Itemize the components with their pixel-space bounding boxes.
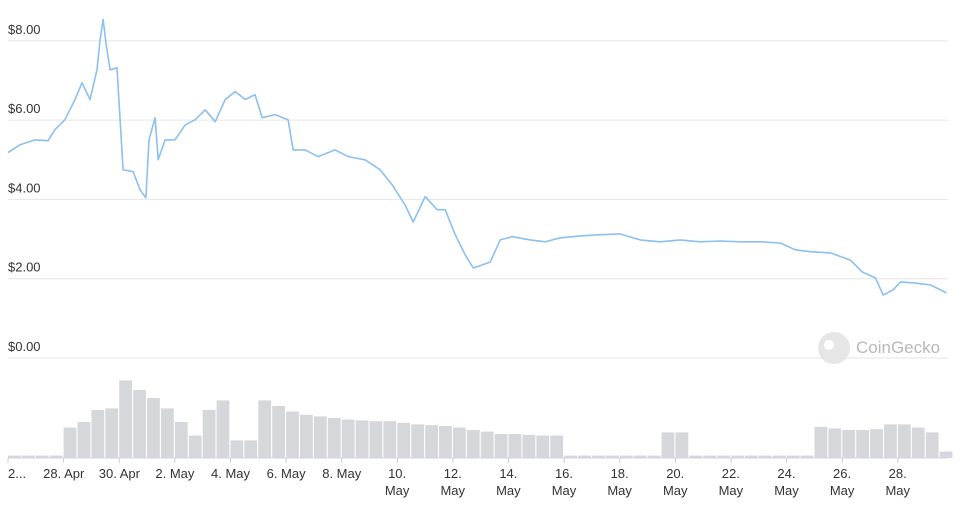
volume-bar: [675, 432, 689, 458]
volume-bar: [313, 416, 327, 458]
volume-bar: [91, 410, 105, 458]
volume-bar: [133, 390, 146, 458]
volume-bar: [842, 430, 856, 458]
volume-bar: [592, 455, 605, 458]
volume-bar: [63, 427, 77, 458]
volume-bar: [717, 455, 730, 458]
y-tick-label: $8.00: [8, 22, 41, 37]
x-tick-label: 6. May: [266, 466, 306, 481]
volume-bar: [77, 422, 91, 458]
x-tick-label: 10. May: [384, 466, 410, 498]
x-tick-label: 30. Apr: [98, 466, 140, 481]
volume-bar: [188, 435, 202, 458]
y-tick-label: $2.00: [8, 260, 41, 275]
volume-bar: [939, 451, 953, 458]
volume-bar: [8, 455, 21, 458]
watermark: CoinGecko: [856, 338, 940, 357]
y-tick-label: $0.00: [8, 339, 41, 354]
volume-bar: [411, 424, 425, 458]
y-tick-label: $6.00: [8, 101, 41, 116]
x-tick-label: 24. May: [774, 466, 799, 498]
volume-bar: [550, 435, 564, 458]
x-tick-label: 8. May: [322, 466, 362, 481]
volume-bar: [300, 414, 313, 458]
volume-bar: [49, 455, 63, 458]
volume-bar: [425, 425, 438, 458]
volume-bar: [744, 455, 758, 458]
watermark-logo-eye: [824, 340, 834, 350]
x-tick-label: 16. May: [551, 466, 577, 498]
volume-bar: [703, 455, 717, 458]
x-tick-label: 20. May: [662, 466, 688, 498]
volume-bar: [578, 455, 591, 458]
volume-bar: [633, 455, 647, 458]
volume-bar: [522, 434, 536, 458]
volume-bar: [508, 434, 522, 458]
volume-bar: [160, 408, 174, 458]
x-tick-label: 28. Apr: [43, 466, 85, 481]
x-tick-label: 4. May: [210, 466, 250, 481]
volume-bar: [258, 400, 272, 458]
volume-bar: [870, 429, 883, 458]
volume-bar: [605, 455, 619, 458]
volume-bar: [689, 455, 703, 458]
volume-bar: [397, 422, 411, 458]
volume-bar: [119, 380, 133, 458]
volume-bar: [35, 455, 49, 458]
watermark-logo: [818, 332, 850, 364]
volume-bar: [731, 455, 744, 458]
volume-bar: [216, 400, 230, 458]
volume-bar: [884, 424, 897, 458]
x-tick-label: 22. May: [718, 466, 744, 498]
x-tick-label: 12. May: [440, 466, 466, 498]
volume-bar: [244, 440, 258, 458]
x-tick-label: 2. May: [155, 466, 195, 481]
volume-bar: [897, 424, 911, 458]
y-tick-label: $4.00: [8, 180, 41, 195]
volume-bar: [786, 455, 800, 458]
volume-bar: [856, 430, 870, 458]
volume-bar: [452, 427, 466, 458]
volume-bar: [439, 426, 452, 458]
volume-bar: [202, 410, 216, 458]
volume-bar: [647, 455, 661, 458]
price-line: [7, 18, 947, 296]
volume-bar: [147, 398, 160, 458]
volume-bar: [327, 418, 341, 458]
volume-bar: [772, 455, 786, 458]
volume-bar: [230, 440, 244, 458]
volume-bar: [619, 455, 633, 458]
volume-bar: [272, 406, 285, 458]
x-tick-label: 28. May: [885, 466, 910, 498]
volume-bar: [480, 431, 494, 458]
x-tick-label: 2...: [8, 466, 27, 481]
volume-bar: [925, 432, 939, 458]
volume-bar: [105, 408, 119, 458]
volume-bar: [369, 421, 383, 458]
volume-bar: [536, 435, 550, 458]
volume-bar: [466, 430, 480, 458]
x-tick-label: 26. May: [829, 466, 855, 498]
volume-bar: [911, 427, 925, 458]
volume-bar: [494, 434, 508, 458]
volume-bar: [341, 419, 355, 458]
x-tick-label: 18. May: [607, 466, 632, 498]
volume-bar: [758, 455, 772, 458]
volume-bar: [355, 420, 369, 458]
x-tick-label: 14. May: [496, 466, 521, 498]
volume-bar: [286, 411, 299, 458]
volume-bar: [828, 428, 842, 458]
volume-bar: [564, 455, 578, 458]
volume-bar: [800, 455, 814, 458]
volume-bar: [814, 426, 828, 458]
volume-bar: [661, 432, 675, 458]
volume-bar: [21, 455, 35, 458]
volume-bar: [383, 421, 397, 458]
volume-bar: [174, 422, 188, 458]
